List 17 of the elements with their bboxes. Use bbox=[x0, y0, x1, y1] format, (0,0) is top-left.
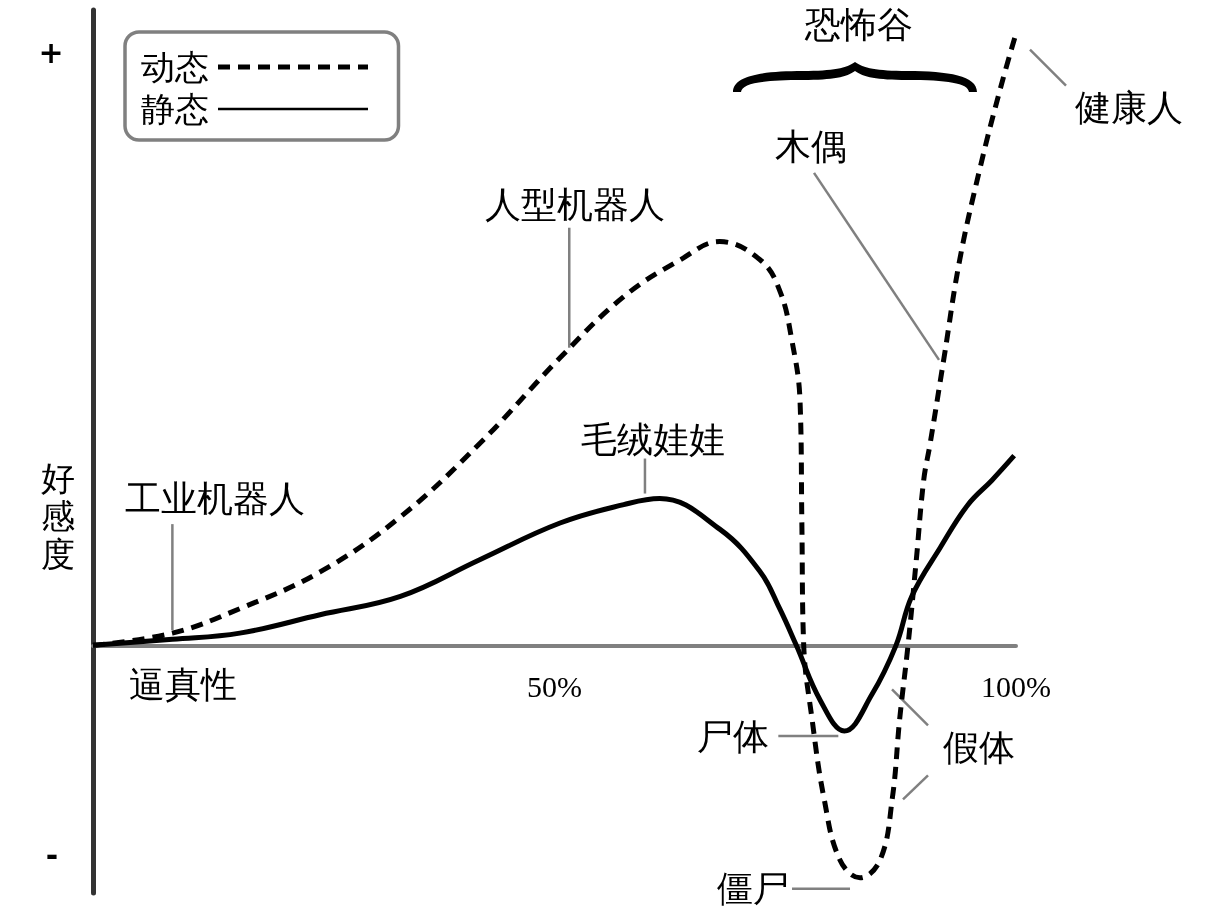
text: - bbox=[45, 837, 59, 873]
annotation: 假体 bbox=[943, 726, 1016, 768]
x-axis-title: 逼真性 bbox=[129, 663, 237, 705]
x-tick-label: 100% bbox=[981, 669, 1051, 703]
annotation: 尸体 bbox=[697, 716, 770, 758]
annotation: 健康人 bbox=[1075, 87, 1183, 129]
y-axis-title: 好感度 bbox=[41, 458, 75, 574]
text: + bbox=[38, 34, 64, 70]
annotation: 恐怖谷 bbox=[804, 3, 913, 45]
annotation: 毛绒娃娃 bbox=[580, 419, 725, 461]
legend-label: 静态 bbox=[141, 89, 209, 129]
x-tick-label: 50% bbox=[527, 669, 582, 703]
annotation: 工业机器人 bbox=[125, 477, 306, 519]
annotation: 僵尸 bbox=[717, 868, 790, 910]
annotation: 木偶 bbox=[775, 126, 848, 168]
legend-label: 动态 bbox=[141, 47, 209, 87]
annotation: 人型机器人 bbox=[485, 184, 666, 226]
